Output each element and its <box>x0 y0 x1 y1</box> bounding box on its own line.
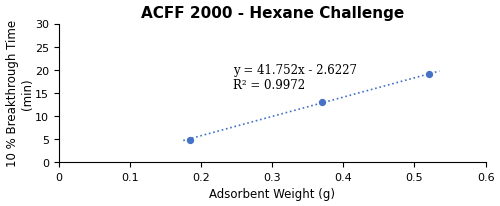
Point <box>318 101 326 104</box>
Title: ACFF 2000 - Hexane Challenge: ACFF 2000 - Hexane Challenge <box>140 6 404 20</box>
Text: y = 41.752x - 2.6227
R² = 0.9972: y = 41.752x - 2.6227 R² = 0.9972 <box>233 63 357 91</box>
X-axis label: Adsorbent Weight (g): Adsorbent Weight (g) <box>209 187 335 200</box>
Point <box>186 139 194 142</box>
Point <box>424 73 432 77</box>
Y-axis label: 10 % Breakthrough Time
(min): 10 % Breakthrough Time (min) <box>6 20 34 167</box>
